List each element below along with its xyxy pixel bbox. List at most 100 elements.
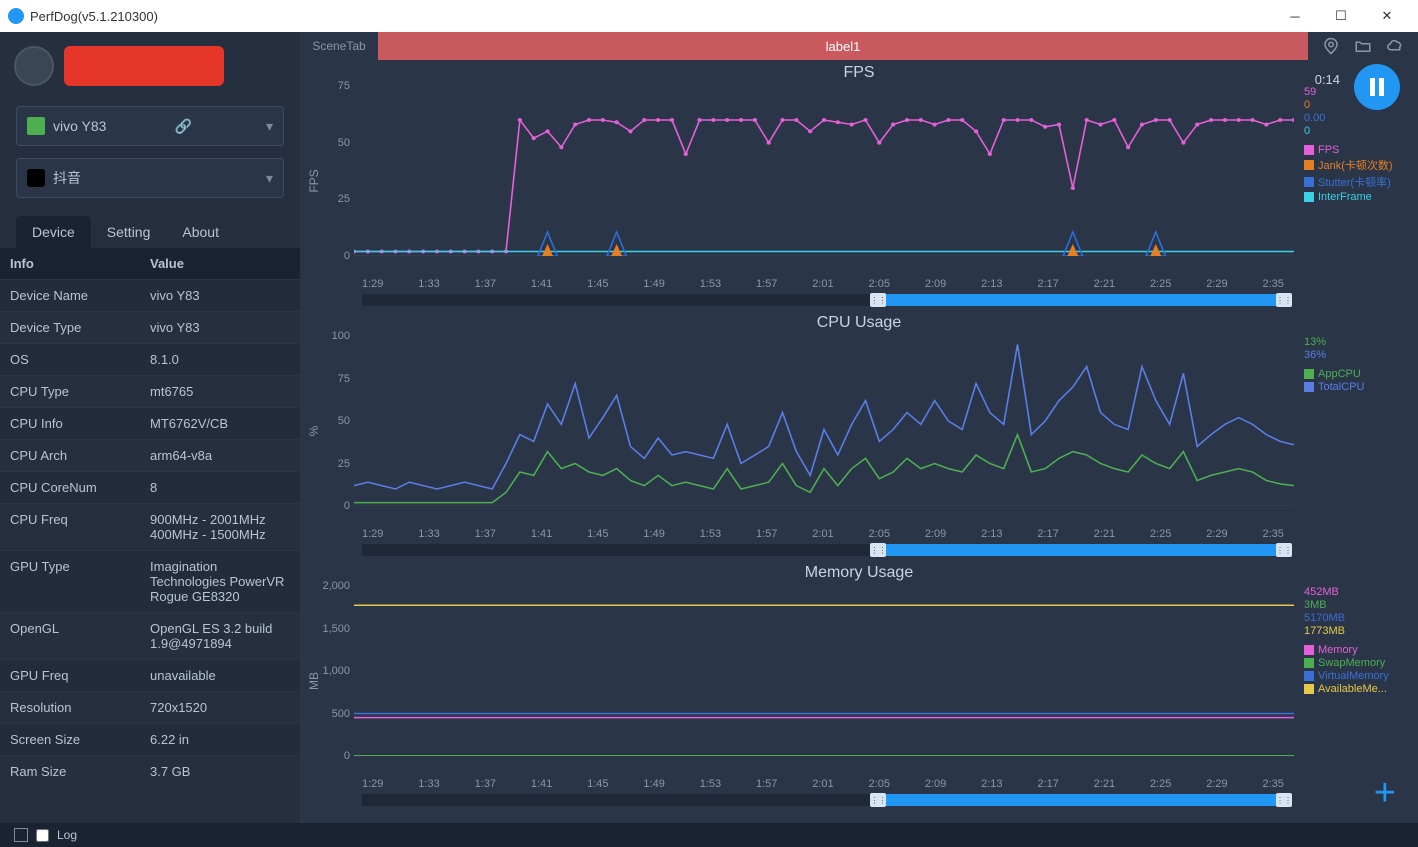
- pause-button[interactable]: [1354, 64, 1400, 110]
- table-row: CPU CoreNum8: [0, 471, 300, 503]
- cpu-plot: [354, 336, 1294, 506]
- table-row: CPU InfoMT6762V/CB: [0, 407, 300, 439]
- table-row: Device Namevivo Y83: [0, 279, 300, 311]
- info-key: CPU CoreNum: [0, 472, 140, 503]
- table-row: OpenGLOpenGL ES 3.2 build 1.9@4971894: [0, 612, 300, 659]
- legend-item: FPS: [1304, 144, 1404, 156]
- cpu-scrubber[interactable]: ⋮⋮ ⋮⋮: [362, 544, 1284, 556]
- top-icons: [1308, 32, 1418, 60]
- ytick: 1,500: [322, 623, 350, 635]
- ytick: 0: [344, 250, 350, 262]
- xtick: 2:13: [981, 528, 1002, 540]
- legend-swatch: [1304, 160, 1314, 170]
- user-section: [0, 32, 300, 100]
- xtick: 1:29: [362, 528, 383, 540]
- legend-swatch: [1304, 658, 1314, 668]
- legend-value: 452MB: [1304, 586, 1404, 598]
- xtick: 2:05: [869, 278, 890, 290]
- sidebar: vivo Y83 🔗 ▾ 抖音 ▾ Device Setting About I…: [0, 32, 300, 823]
- mem-plot: [354, 586, 1294, 756]
- legend-swatch: [1304, 684, 1314, 694]
- legend-item: TotalCPU: [1304, 381, 1404, 393]
- xtick: 1:49: [643, 278, 664, 290]
- xtick: 2:05: [869, 778, 890, 790]
- legend-value: 1773MB: [1304, 625, 1404, 637]
- cloud-icon[interactable]: [1386, 37, 1404, 55]
- xtick: 1:33: [418, 278, 439, 290]
- legend-item: Memory: [1304, 644, 1404, 656]
- xtick: 2:29: [1206, 528, 1227, 540]
- mem-scrubber[interactable]: ⋮⋮ ⋮⋮: [362, 794, 1284, 806]
- device-dropdown[interactable]: vivo Y83 🔗 ▾: [16, 106, 284, 146]
- maximize-button[interactable]: ☐: [1318, 0, 1364, 32]
- scrub-handle-left[interactable]: ⋮⋮: [870, 793, 886, 807]
- xtick: 2:29: [1206, 278, 1227, 290]
- info-value: 720x1520: [140, 692, 300, 723]
- log-checkbox[interactable]: [36, 829, 49, 842]
- table-header: Info Value: [0, 248, 300, 279]
- xtick: 1:41: [531, 278, 552, 290]
- device-dropdown-label: vivo Y83: [53, 118, 106, 134]
- scrub-handle-right[interactable]: ⋮⋮: [1276, 293, 1292, 307]
- content: SceneTab label1 0:14 FPS FPS 0255075 590…: [300, 32, 1418, 823]
- table-row: GPU Frequnavailable: [0, 659, 300, 691]
- table-row: CPU Typemt6765: [0, 375, 300, 407]
- tab-device[interactable]: Device: [16, 216, 91, 248]
- xtick: 2:35: [1263, 278, 1284, 290]
- legend: 13%36%AppCPUTotalCPU: [1294, 336, 1404, 526]
- add-chart-button[interactable]: +: [1374, 772, 1396, 815]
- xaxis: 1:291:331:371:411:451:491:531:572:012:05…: [314, 526, 1284, 540]
- xtick: 2:25: [1150, 278, 1171, 290]
- info-key: Resolution: [0, 692, 140, 723]
- tab-setting[interactable]: Setting: [91, 216, 167, 248]
- ytick: 25: [338, 193, 350, 205]
- scrub-handle-right[interactable]: ⋮⋮: [1276, 793, 1292, 807]
- legend-swatch: [1304, 382, 1314, 392]
- location-icon[interactable]: [1322, 37, 1340, 55]
- xtick: 2:17: [1037, 778, 1058, 790]
- table-row: Resolution720x1520: [0, 691, 300, 723]
- scene-tab[interactable]: SceneTab: [300, 32, 378, 60]
- ytick: 50: [338, 415, 350, 427]
- info-key: OS: [0, 344, 140, 375]
- folder-icon[interactable]: [1354, 37, 1372, 55]
- legend-value: 0: [1304, 125, 1404, 137]
- close-button[interactable]: ✕: [1364, 0, 1410, 32]
- label-tab[interactable]: label1: [378, 32, 1308, 60]
- avatar[interactable]: [14, 46, 54, 86]
- minimize-button[interactable]: ─: [1272, 0, 1318, 32]
- info-key: GPU Freq: [0, 660, 140, 691]
- xtick: 1:53: [700, 278, 721, 290]
- table-row: CPU Freq900MHz - 2001MHz 400MHz - 1500MH…: [0, 503, 300, 550]
- xtick: 2:13: [981, 778, 1002, 790]
- xtick: 2:01: [812, 278, 833, 290]
- scrub-handle-left[interactable]: ⋮⋮: [870, 543, 886, 557]
- tab-about[interactable]: About: [166, 216, 235, 248]
- fps-chart: FPS FPS 0255075 5900.000FPSJank(卡顿次数)Stu…: [314, 60, 1404, 306]
- mem-chart: Memory Usage MB 05001,0001,5002,000 452M…: [314, 560, 1404, 806]
- xtick: 1:33: [418, 778, 439, 790]
- scrub-handle-left[interactable]: ⋮⋮: [870, 293, 886, 307]
- info-key: Ram Size: [0, 756, 140, 787]
- xtick: 1:45: [587, 278, 608, 290]
- xtick: 1:29: [362, 778, 383, 790]
- xtick: 2:01: [812, 528, 833, 540]
- info-value: 3.7 GB: [140, 756, 300, 787]
- view-toggle-button[interactable]: [14, 828, 28, 842]
- info-key: Device Name: [0, 280, 140, 311]
- legend: 452MB3MB5170MB1773MBMemorySwapMemoryVirt…: [1294, 586, 1404, 776]
- legend-swatch: [1304, 645, 1314, 655]
- info-key: CPU Freq: [0, 504, 140, 550]
- xtick: 2:35: [1263, 778, 1284, 790]
- xtick: 1:41: [531, 528, 552, 540]
- app-dropdown[interactable]: 抖音 ▾: [16, 158, 284, 198]
- xtick: 2:05: [869, 528, 890, 540]
- scrub-handle-right[interactable]: ⋮⋮: [1276, 543, 1292, 557]
- table-row: Ram Size3.7 GB: [0, 755, 300, 787]
- xtick: 2:09: [925, 528, 946, 540]
- legend-value: 36%: [1304, 349, 1404, 361]
- fps-scrubber[interactable]: ⋮⋮ ⋮⋮: [362, 294, 1284, 306]
- redacted-userinfo: [64, 46, 224, 86]
- xtick: 1:49: [643, 528, 664, 540]
- bottombar: Log: [0, 823, 1418, 847]
